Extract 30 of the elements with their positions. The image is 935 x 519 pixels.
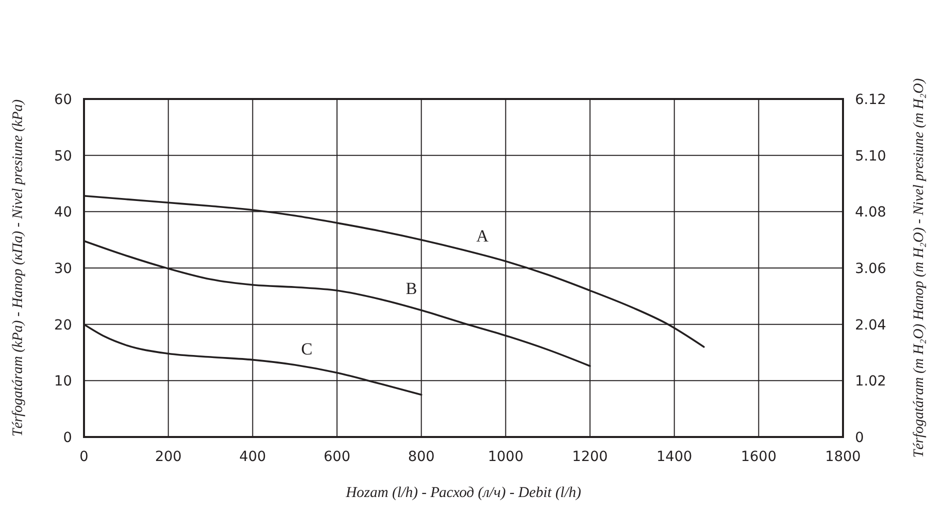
y-tick-label: 60 bbox=[54, 92, 72, 108]
y-tick-label: 40 bbox=[54, 204, 72, 221]
y2-tick-label: 1.02 bbox=[855, 374, 886, 390]
series-label: B bbox=[406, 278, 418, 298]
x-axis-title: Hozam (l/h) - Расход (л/ч) - Debit (l/h) bbox=[344, 485, 582, 501]
y2-tick-label: 2.04 bbox=[855, 317, 886, 334]
x-tick-label: 200 bbox=[154, 449, 182, 465]
y-tick-label: 20 bbox=[54, 317, 72, 334]
x-tick-label: 1000 bbox=[488, 449, 524, 465]
y-tick-label: 50 bbox=[54, 148, 72, 164]
x-tick-label: 1600 bbox=[740, 449, 776, 465]
x-tick-label: 800 bbox=[408, 449, 435, 465]
y2-tick-label: 6.12 bbox=[855, 92, 886, 108]
x-tick-label: 400 bbox=[239, 449, 266, 465]
x-tick-label: 1800 bbox=[825, 449, 861, 465]
y-tick-label: 30 bbox=[54, 261, 72, 277]
x-tick-label: 1400 bbox=[656, 449, 692, 465]
x-tick-label: 600 bbox=[324, 449, 350, 465]
series-label: A bbox=[476, 226, 490, 246]
x-tick-label: 0 bbox=[80, 449, 88, 465]
y2-tick-label: 3.06 bbox=[855, 261, 886, 277]
y2-tick-label: 0 bbox=[855, 430, 864, 446]
y-tick-label: 0 bbox=[63, 430, 72, 446]
y2-tick-label: 5.10 bbox=[855, 148, 886, 164]
y2-tick-label: 4.08 bbox=[855, 204, 886, 221]
x-tick-label: 1200 bbox=[572, 449, 608, 465]
y-tick-label: 10 bbox=[54, 374, 72, 390]
series-label: C bbox=[301, 340, 312, 359]
y2-axis-title: Térfogatáram (m H₂O) Напор (m H₂O) - Nivel presiune (m H₂O) bbox=[911, 78, 927, 458]
y-axis-title: Térfogatáram (kPa) - Напор (кПа) - Nivel presiune (kPa) bbox=[10, 99, 26, 437]
